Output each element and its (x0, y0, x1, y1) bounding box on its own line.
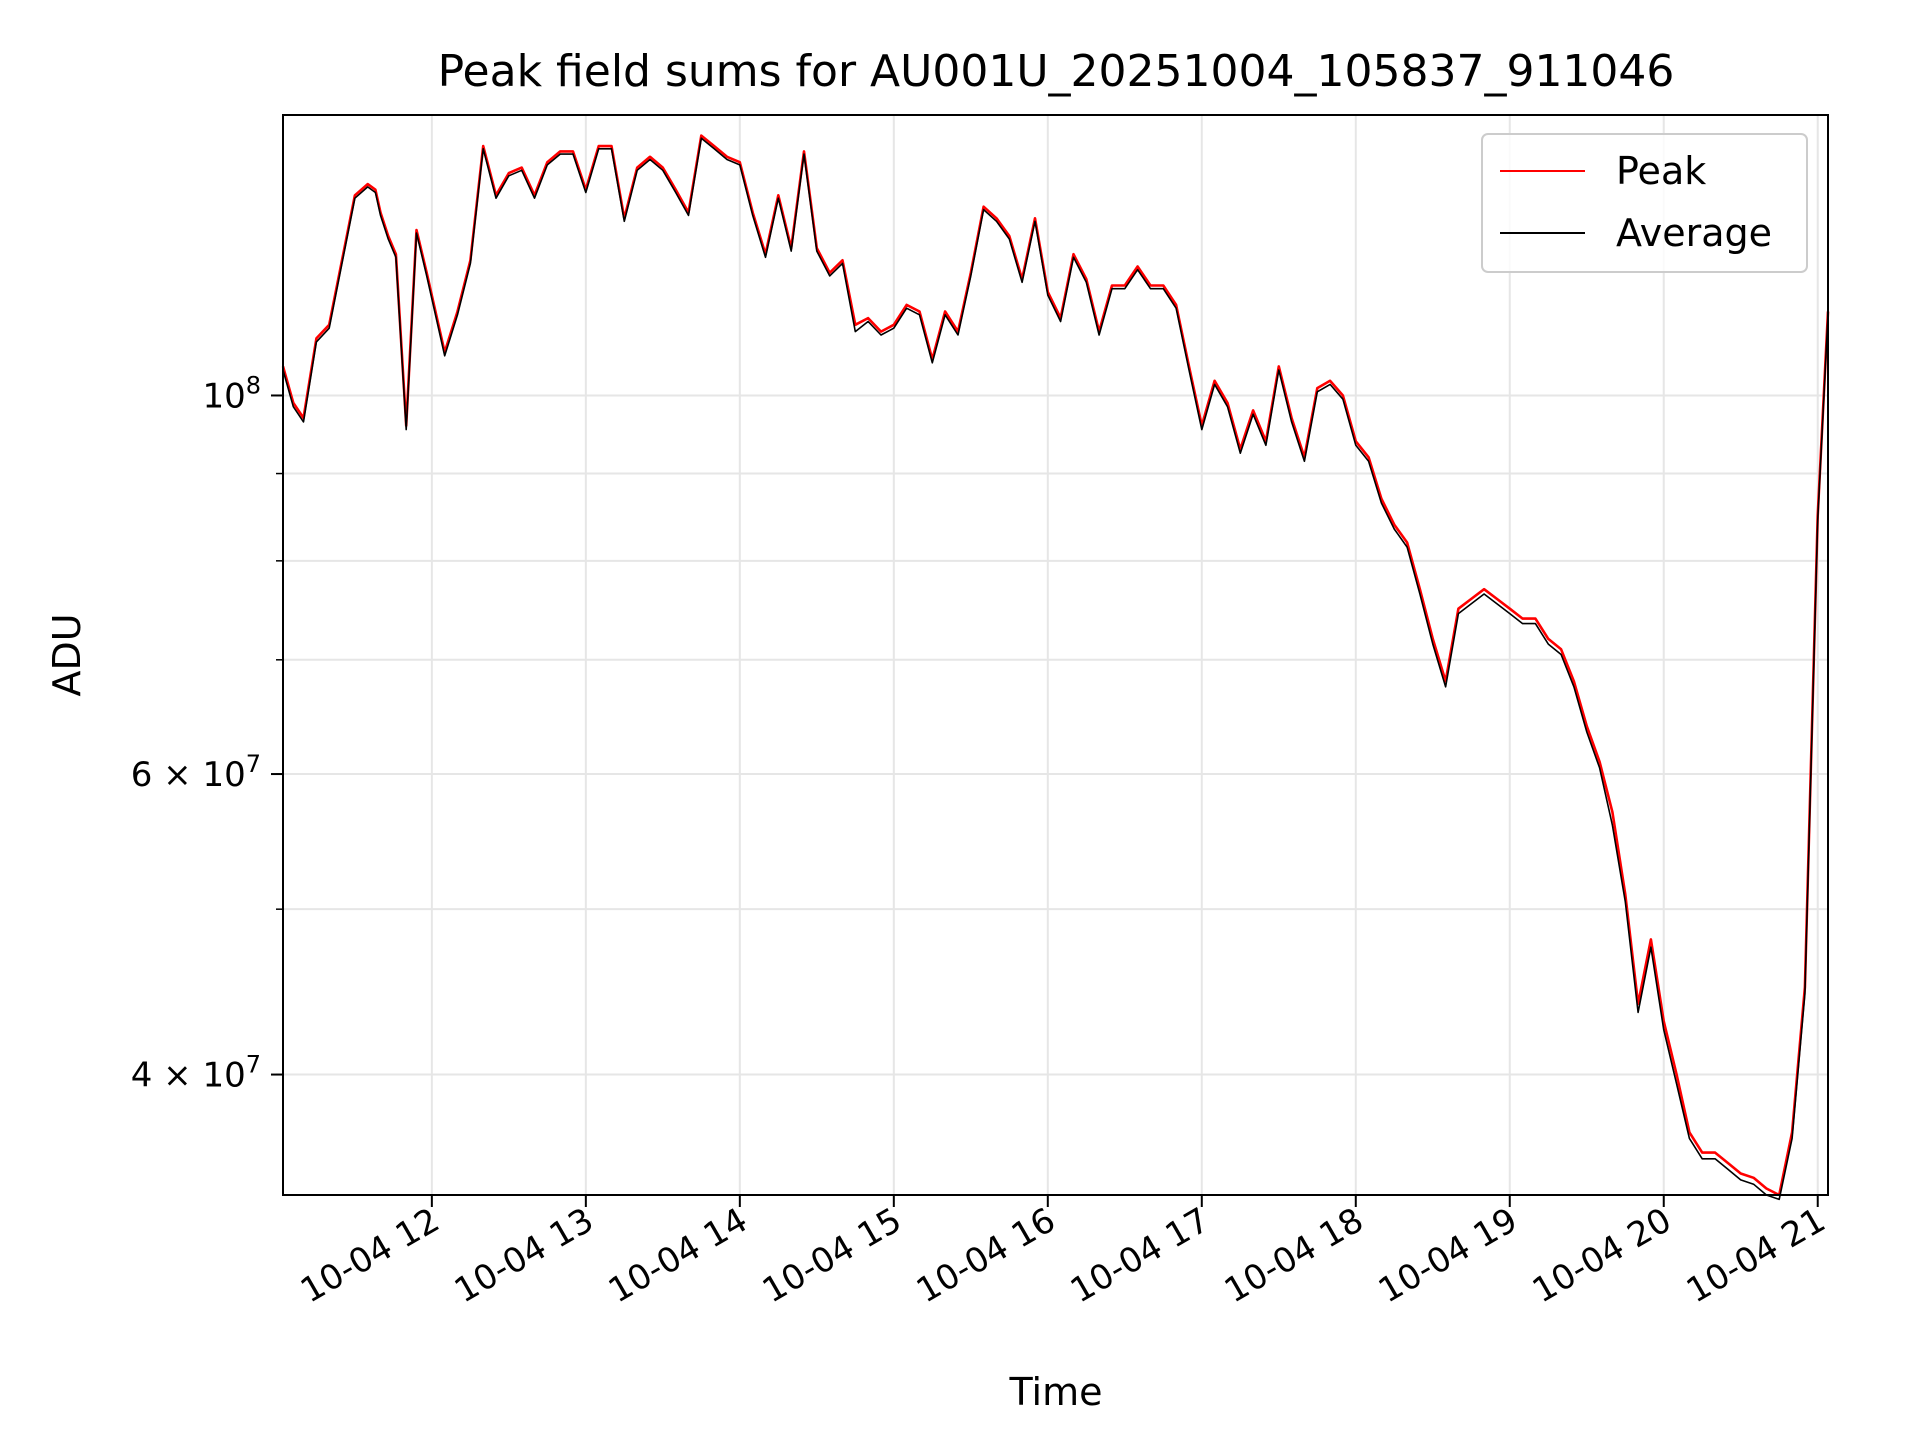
legend-label-average: Average (1616, 211, 1772, 255)
x-axis-label: Time (1009, 1370, 1103, 1414)
series-line-average (282, 137, 1829, 1201)
legend: Peak Average (1481, 133, 1808, 273)
plot-frame (282, 114, 1829, 1196)
y-axis-label: ADU (45, 613, 89, 696)
legend-box (1481, 133, 1808, 273)
y-tick-label: 6 × 107 (131, 750, 261, 795)
y-tick-label: 108 (202, 371, 261, 416)
y-axis-ticks: 108 6 × 107 4 × 107 (131, 371, 283, 1096)
grid (283, 115, 1828, 1195)
y-tick-label: 4 × 107 (131, 1051, 261, 1096)
series-layer (281, 134, 1830, 1201)
legend-label-peak: Peak (1616, 149, 1706, 193)
chart-title: Peak field sums for AU001U_20251004_1058… (438, 46, 1675, 97)
